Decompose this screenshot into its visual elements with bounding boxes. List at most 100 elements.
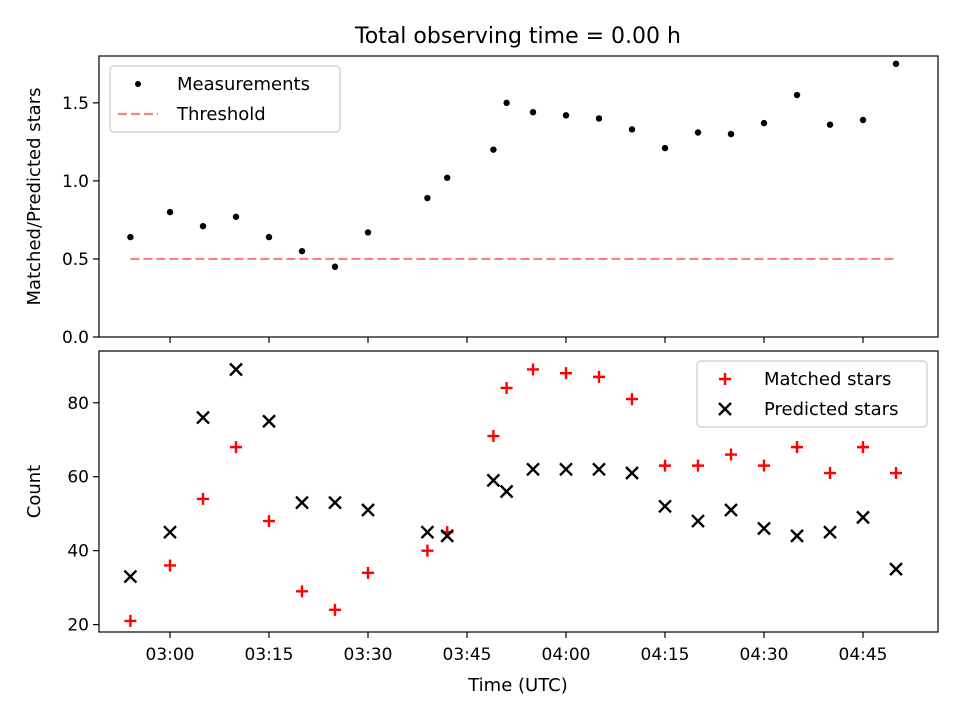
measurement-point bbox=[232, 213, 240, 220]
y-tick-label: 1.0 bbox=[62, 172, 89, 192]
measurement-point bbox=[331, 263, 339, 270]
predicted-stars-point bbox=[361, 503, 375, 517]
matched-stars-point bbox=[329, 603, 341, 616]
matched-stars-point bbox=[692, 459, 704, 472]
matched-stars-point bbox=[197, 492, 209, 505]
predicted-stars-point bbox=[295, 495, 309, 510]
predicted-stars-point bbox=[724, 503, 738, 517]
matched-stars-point bbox=[124, 614, 137, 627]
chart-title: Total observing time = 0.00 h bbox=[354, 24, 681, 49]
y-tick-label: 1.5 bbox=[62, 94, 89, 114]
predicted-stars-point bbox=[328, 495, 342, 510]
measurement-point bbox=[694, 129, 702, 136]
legend-marker bbox=[718, 402, 732, 416]
predicted-stars-point bbox=[123, 569, 138, 584]
predicted-stars-point bbox=[856, 510, 870, 525]
predicted-stars-point bbox=[526, 462, 540, 477]
matched-stars-point bbox=[725, 448, 737, 461]
predicted-stars-point bbox=[658, 499, 672, 514]
measurement-point bbox=[826, 121, 834, 128]
measurement-point bbox=[199, 222, 207, 230]
matched-stars-point bbox=[487, 430, 500, 443]
legend-marker bbox=[719, 373, 731, 385]
measurement-point bbox=[529, 109, 537, 116]
predicted-stars-point bbox=[691, 514, 705, 528]
matched-stars-point bbox=[230, 441, 242, 454]
measurement-point bbox=[727, 130, 735, 138]
matched-stars-point bbox=[527, 363, 539, 376]
predicted-stars-point bbox=[625, 466, 639, 480]
plot-frame bbox=[98, 55, 939, 338]
matched-stars-point bbox=[857, 441, 869, 454]
measurement-point bbox=[490, 146, 497, 153]
predicted-stars-point bbox=[889, 562, 903, 576]
predicted-stars-point bbox=[163, 525, 177, 540]
matched-stars-point bbox=[296, 585, 308, 598]
plot-frame bbox=[98, 350, 939, 633]
x-axis-label: Time (UTC) bbox=[467, 675, 568, 696]
matched-stars-point bbox=[593, 370, 605, 383]
legend-label: Matched stars bbox=[764, 369, 891, 390]
measurement-point bbox=[127, 233, 134, 241]
predicted-stars-point bbox=[196, 410, 210, 425]
measurement-point bbox=[892, 60, 900, 68]
predicted-stars-point bbox=[592, 462, 606, 477]
x-tick-label: 03:00 bbox=[146, 645, 195, 665]
x-tick-label: 03:15 bbox=[245, 645, 294, 665]
legend-marker bbox=[135, 81, 141, 87]
predicted-stars-point bbox=[499, 484, 514, 499]
predicted-stars-point bbox=[790, 529, 804, 543]
matched-stars-point bbox=[164, 559, 176, 572]
measurement-point bbox=[595, 115, 603, 122]
predicted-stars-point bbox=[559, 462, 573, 477]
legend: Matched stars Predicted stars bbox=[696, 360, 928, 428]
measurement-point bbox=[628, 126, 636, 133]
predicted-stars-point bbox=[486, 473, 501, 488]
matched-stars-point bbox=[824, 467, 836, 480]
predicted-stars-point bbox=[262, 414, 276, 429]
top-panel: 0.0 0.5 1.0 1.5 Matched/Predicted stars Measu… bbox=[24, 55, 939, 348]
legend-label: Threshold bbox=[176, 104, 266, 125]
x-tick-label: 04:00 bbox=[542, 645, 591, 665]
matched-stars-point bbox=[560, 367, 572, 380]
matched-stars-point bbox=[421, 544, 434, 557]
predicted-stars-point bbox=[440, 529, 455, 543]
y-tick-label: 0.0 bbox=[62, 328, 89, 348]
x-tick-label: 04:15 bbox=[641, 645, 690, 665]
x-tick-label: 04:45 bbox=[839, 645, 888, 665]
y-tick-label: 60 bbox=[67, 468, 89, 488]
measurement-point bbox=[661, 144, 669, 152]
measurement-point bbox=[166, 208, 174, 216]
y-tick-label: 0.5 bbox=[62, 250, 89, 270]
legend-label: Predicted stars bbox=[764, 399, 898, 420]
predicted-stars-point bbox=[757, 521, 771, 536]
matched-stars-point bbox=[500, 381, 513, 394]
legend-label: Measurements bbox=[177, 74, 310, 95]
y-axis-label: Count bbox=[24, 465, 45, 518]
measurement-point bbox=[562, 112, 570, 119]
matched-stars-point bbox=[626, 393, 638, 406]
y-tick-label: 80 bbox=[67, 394, 89, 414]
predicted-stars-point bbox=[229, 362, 243, 377]
measurement-point bbox=[444, 174, 451, 181]
matched-stars-point bbox=[659, 459, 671, 472]
y-tick-label: 40 bbox=[67, 542, 89, 562]
measurement-point bbox=[364, 229, 372, 236]
measurement-point bbox=[859, 116, 867, 124]
x-tick-label: 03:30 bbox=[344, 645, 393, 665]
measurement-point bbox=[503, 99, 510, 107]
y-axis-label: Matched/Predicted stars bbox=[24, 88, 45, 306]
measurement-point bbox=[424, 194, 431, 202]
y-tick-label: 20 bbox=[67, 616, 89, 636]
legend-box bbox=[696, 360, 928, 428]
predicted-stars-point bbox=[823, 525, 837, 540]
measurement-point bbox=[265, 233, 273, 241]
measurement-point bbox=[793, 91, 801, 99]
matched-stars-point bbox=[890, 467, 902, 480]
matched-stars-point bbox=[362, 566, 374, 579]
x-tick-label: 04:30 bbox=[740, 645, 789, 665]
measurement-point bbox=[298, 247, 306, 255]
x-tick-label: 03:45 bbox=[443, 645, 492, 665]
predicted-stars-point bbox=[420, 525, 435, 540]
